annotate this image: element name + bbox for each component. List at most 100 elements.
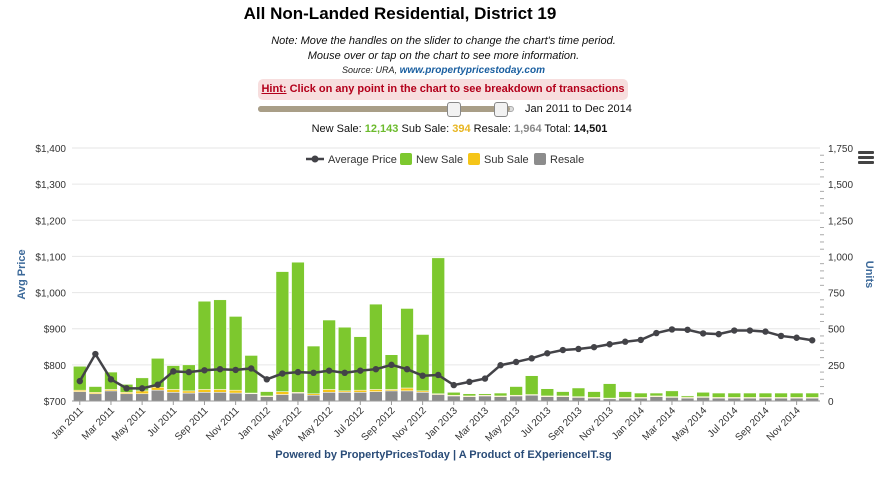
average-price-point: [809, 337, 816, 344]
bar-new-sale: [197, 300, 212, 390]
bar-resale: [73, 391, 87, 402]
hamburger-menu-icon[interactable]: [858, 151, 874, 164]
average-price-point: [388, 361, 395, 369]
average-price-point: [170, 368, 177, 375]
bar-new-sale: [805, 392, 819, 398]
average-price-point: [435, 371, 442, 379]
x-tick-label: Nov 2011: [204, 405, 242, 443]
average-price-point: [263, 376, 270, 383]
hint-text: Click on any point in the chart to see b…: [289, 83, 625, 95]
legend-line-dot: [311, 155, 319, 163]
average-price-point: [341, 369, 348, 377]
bar-resale: [431, 394, 445, 402]
bar-new-sale: [665, 390, 679, 397]
bar-new-sale: [618, 391, 632, 398]
source-link[interactable]: www.propertypricestoday.com: [399, 65, 545, 76]
footer-credit[interactable]: Powered by PropertyPricesToday | A Produ…: [275, 449, 612, 461]
bar-sub-sale: [197, 389, 212, 393]
bar-new-sale: [525, 375, 539, 395]
average-price-point: [715, 330, 722, 338]
bar-new-sale: [275, 271, 290, 392]
bar-sub-sale: [228, 389, 243, 394]
bar-sub-sale: [353, 389, 367, 393]
average-price-point: [357, 367, 364, 374]
average-price-point: [606, 341, 613, 348]
bar-new-sale: [602, 383, 617, 399]
bar-resale: [291, 392, 305, 402]
legend-resale: Resale: [550, 154, 584, 166]
bar-resale: [415, 392, 430, 402]
bar-new-sale: [384, 354, 399, 390]
y-tick-label-right: 1,500: [828, 180, 853, 191]
total-label: Total:: [544, 123, 571, 135]
slider-handle-start[interactable]: [447, 102, 462, 117]
bar-sub-sale: [275, 391, 290, 395]
bar-new-sale: [587, 391, 601, 398]
average-price-point: [248, 365, 255, 372]
bar-new-sale: [649, 392, 664, 397]
y-tick-label-right: 1,750: [828, 144, 853, 155]
bar-new-sale: [228, 316, 243, 391]
bar-sub-sale: [213, 389, 227, 393]
bar-new-sale: [571, 387, 586, 397]
totals-summary: New Sale: 12,143 Sub Sale: 394 Resale: 1…: [0, 123, 887, 135]
average-price-point: [216, 365, 224, 373]
average-price-point: [201, 367, 208, 374]
bar-resale: [353, 392, 367, 402]
slider-range: [258, 106, 510, 112]
total-value: 14,501: [573, 123, 608, 135]
sub-sale-value: 394: [452, 123, 471, 135]
y-tick-label-left: $1,200: [35, 216, 66, 227]
bar-new-sale: [431, 257, 445, 395]
slider-handle-end[interactable]: [494, 102, 508, 117]
average-price-point: [731, 327, 738, 334]
y-tick-label-left: $700: [44, 397, 67, 408]
time-range-slider[interactable]: [258, 102, 514, 117]
source-line: Source: URA, www.propertypricestoday.com: [0, 65, 887, 76]
y-tick-label-left: $1,100: [35, 252, 66, 263]
bar-new-sale: [322, 319, 336, 390]
average-price-point: [138, 385, 146, 392]
chart-title: All Non-Landed Residential, District 19: [243, 4, 557, 23]
average-price-point: [746, 327, 754, 334]
y-tick-label-right: 250: [828, 361, 845, 372]
average-price-point: [107, 376, 115, 383]
hint-label: Hint:: [261, 83, 287, 95]
bar-resale: [369, 391, 383, 402]
note-line-2: Mouse over or tap on the chart to see mo…: [307, 50, 580, 62]
bar-resale: [275, 394, 290, 402]
average-price-point: [793, 334, 800, 341]
bar-resale: [571, 397, 586, 402]
average-price-point: [76, 377, 83, 385]
bar-new-sale: [774, 392, 788, 398]
legend-new-sale: New Sale: [416, 154, 463, 166]
average-price-point: [575, 345, 582, 353]
average-price-point: [762, 328, 769, 335]
hint-box: Hint: Click on any point in the chart to…: [258, 79, 628, 100]
bar-new-sale: [415, 334, 430, 392]
average-price-point: [481, 375, 489, 382]
bar-new-sale: [540, 388, 554, 397]
bar-new-sale: [260, 391, 274, 397]
average-price-point: [123, 385, 130, 392]
bar-resale: [556, 396, 570, 402]
average-price-point: [372, 365, 380, 373]
bar-resale: [400, 390, 414, 402]
bar-resale: [88, 393, 103, 402]
average-price-point: [668, 326, 676, 333]
bar-resale: [151, 389, 165, 402]
bar-new-sale: [743, 392, 757, 398]
legend-new-sale-swatch: [400, 153, 412, 165]
bar-resale: [119, 393, 134, 402]
bar-resale: [540, 396, 554, 402]
y-tick-label-right: 1,000: [828, 252, 853, 263]
average-price-point: [279, 370, 286, 377]
y-tick-label-left: $800: [44, 361, 67, 372]
x-tick-label: Nov 2012: [391, 405, 429, 443]
bar-resale: [228, 392, 243, 402]
bar-sub-sale: [166, 389, 180, 393]
x-tick-label: Nov 2014: [765, 405, 803, 443]
bar-sub-sale: [400, 387, 414, 392]
average-price-point: [590, 343, 598, 351]
